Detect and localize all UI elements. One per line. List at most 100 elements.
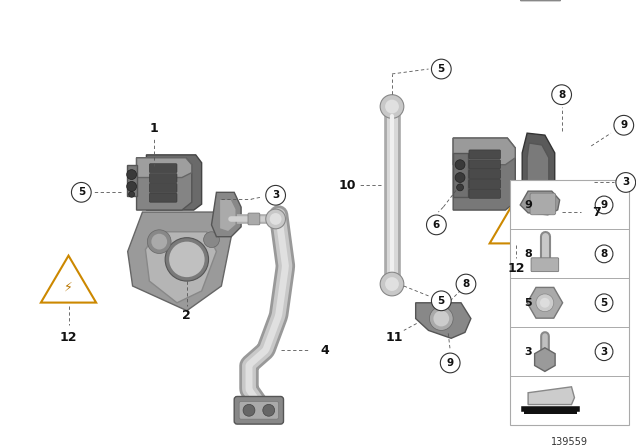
- FancyBboxPatch shape: [234, 396, 284, 424]
- Circle shape: [595, 245, 613, 263]
- Circle shape: [243, 405, 255, 416]
- Circle shape: [540, 298, 550, 308]
- Circle shape: [456, 184, 463, 191]
- FancyBboxPatch shape: [469, 190, 500, 198]
- Text: 3: 3: [524, 347, 532, 357]
- Text: 1: 1: [150, 122, 159, 135]
- Text: ⚡: ⚡: [64, 281, 73, 294]
- Text: ⚡: ⚡: [513, 222, 522, 235]
- Text: 9: 9: [524, 200, 532, 210]
- Circle shape: [266, 185, 285, 205]
- Text: 3: 3: [272, 190, 279, 200]
- FancyBboxPatch shape: [149, 164, 177, 172]
- Circle shape: [455, 160, 465, 170]
- Polygon shape: [453, 153, 468, 197]
- Circle shape: [129, 191, 134, 197]
- Circle shape: [433, 310, 449, 327]
- Circle shape: [429, 307, 453, 331]
- Polygon shape: [527, 143, 549, 227]
- Polygon shape: [136, 158, 192, 210]
- Polygon shape: [534, 348, 555, 371]
- Circle shape: [380, 95, 404, 118]
- Polygon shape: [220, 199, 236, 232]
- Polygon shape: [522, 133, 555, 237]
- Text: 12: 12: [508, 262, 525, 275]
- Circle shape: [536, 294, 554, 312]
- FancyBboxPatch shape: [510, 181, 628, 425]
- Polygon shape: [520, 191, 559, 215]
- Text: 5: 5: [524, 298, 532, 308]
- FancyBboxPatch shape: [149, 173, 177, 182]
- Text: 5: 5: [438, 64, 445, 74]
- Polygon shape: [528, 387, 575, 405]
- Text: 2: 2: [182, 309, 191, 322]
- Circle shape: [151, 234, 167, 250]
- Circle shape: [426, 215, 446, 235]
- FancyBboxPatch shape: [469, 170, 500, 178]
- FancyBboxPatch shape: [469, 150, 500, 159]
- Circle shape: [263, 405, 275, 416]
- Text: 10: 10: [339, 179, 356, 192]
- Polygon shape: [136, 158, 192, 177]
- Text: 4: 4: [321, 344, 330, 357]
- Polygon shape: [211, 192, 241, 237]
- Polygon shape: [453, 138, 515, 165]
- Circle shape: [455, 172, 465, 182]
- Text: 9: 9: [620, 120, 627, 130]
- Polygon shape: [453, 138, 515, 210]
- FancyBboxPatch shape: [524, 409, 577, 414]
- Text: 5: 5: [438, 296, 445, 306]
- Polygon shape: [147, 155, 202, 210]
- FancyBboxPatch shape: [469, 160, 500, 168]
- Circle shape: [385, 99, 399, 113]
- Circle shape: [169, 241, 205, 277]
- Text: 6: 6: [433, 220, 440, 230]
- Circle shape: [595, 343, 613, 361]
- Polygon shape: [490, 197, 545, 243]
- Circle shape: [431, 59, 451, 79]
- Polygon shape: [41, 256, 96, 302]
- Circle shape: [440, 353, 460, 373]
- Text: 8: 8: [462, 279, 470, 289]
- Circle shape: [127, 170, 136, 180]
- FancyBboxPatch shape: [469, 180, 500, 188]
- Text: 8: 8: [600, 249, 607, 259]
- Circle shape: [431, 291, 451, 310]
- Circle shape: [456, 274, 476, 294]
- Text: 9: 9: [447, 358, 454, 368]
- Text: 3: 3: [622, 177, 629, 187]
- Circle shape: [147, 230, 171, 254]
- Circle shape: [380, 272, 404, 296]
- FancyBboxPatch shape: [531, 258, 559, 271]
- Text: 9: 9: [600, 200, 607, 210]
- Circle shape: [552, 85, 572, 104]
- Text: 12: 12: [60, 331, 77, 344]
- Text: 5: 5: [77, 187, 85, 197]
- Circle shape: [614, 116, 634, 135]
- Circle shape: [595, 294, 613, 312]
- Circle shape: [165, 238, 209, 281]
- Text: 8: 8: [558, 90, 565, 100]
- Text: 139559: 139559: [551, 437, 588, 447]
- Polygon shape: [127, 212, 231, 310]
- Circle shape: [72, 182, 91, 202]
- Circle shape: [127, 181, 136, 191]
- Circle shape: [269, 213, 282, 225]
- Text: 7: 7: [592, 206, 600, 219]
- FancyBboxPatch shape: [149, 183, 177, 192]
- FancyBboxPatch shape: [239, 401, 278, 419]
- Polygon shape: [527, 288, 563, 318]
- Circle shape: [595, 196, 613, 214]
- Polygon shape: [145, 232, 216, 303]
- FancyBboxPatch shape: [530, 193, 556, 215]
- Text: 3: 3: [600, 347, 607, 357]
- Polygon shape: [127, 165, 136, 196]
- Circle shape: [385, 277, 399, 291]
- FancyBboxPatch shape: [248, 213, 260, 225]
- Circle shape: [266, 209, 285, 229]
- Circle shape: [616, 172, 636, 192]
- Circle shape: [204, 232, 220, 248]
- Text: 5: 5: [600, 298, 607, 308]
- Text: 8: 8: [524, 249, 532, 259]
- Polygon shape: [415, 303, 471, 338]
